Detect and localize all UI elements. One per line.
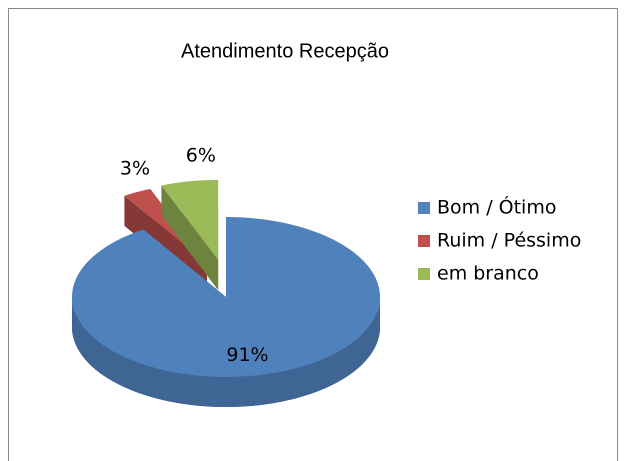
legend-swatch: [418, 235, 430, 247]
legend-label: Bom / Ótimo: [437, 195, 556, 219]
legend-swatch: [418, 268, 430, 280]
chart-title: Atendimento Recepção: [181, 40, 389, 62]
data-label: 6%: [186, 145, 216, 167]
legend-label: Ruim / Péssimo: [437, 230, 581, 252]
slice-top: [72, 217, 380, 377]
slice-wall: [72, 297, 380, 407]
slice-side: [161, 185, 219, 290]
legend-label: em branco: [437, 263, 539, 285]
pie-slice: [161, 179, 219, 290]
slice-top: [161, 179, 219, 260]
data-label: 91%: [226, 344, 268, 366]
legend-swatch: [418, 202, 430, 214]
pie-slice: [72, 217, 380, 407]
data-label: 3%: [120, 158, 150, 180]
